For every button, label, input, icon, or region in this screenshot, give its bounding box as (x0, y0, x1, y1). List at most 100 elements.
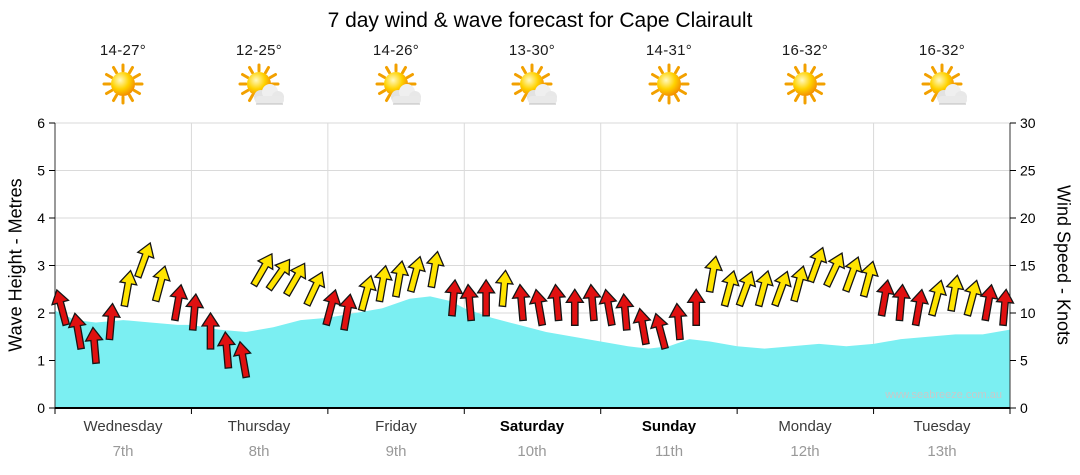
wave-height-area (55, 296, 1010, 408)
day-date: 10th (517, 443, 547, 460)
wind-arrow-yellow (265, 258, 291, 292)
watermark: www.seabreeze.com.au (884, 389, 1002, 401)
weather-icon (55, 62, 191, 110)
day-date: 9th (385, 443, 407, 460)
wind-arrow-yellow (357, 274, 377, 313)
wind-arrow-red (582, 283, 602, 322)
wind-arrow-red (338, 293, 358, 332)
wind-arrow-red (200, 311, 221, 350)
wind-arrow-yellow (406, 255, 426, 294)
wind-arrow-yellow (282, 262, 307, 298)
wind-axis-tick: 30 (1020, 115, 1036, 131)
wave-axis-tick: 0 (37, 400, 45, 416)
wind-arrow-red (891, 283, 912, 322)
wave-axis-tick: 2 (37, 305, 45, 321)
weather-icon (464, 62, 600, 110)
wind-arrow-red (476, 278, 496, 317)
wind-arrow-red (459, 283, 479, 322)
day-header-sunday: 14-31° (601, 42, 737, 110)
wind-arrow-red (528, 288, 548, 327)
day-header-saturday: 13-30° (464, 42, 600, 110)
wave-axis-tick: 3 (37, 258, 45, 274)
day-name: Tuesday (913, 418, 971, 435)
day-header-thursday: 12-25° (191, 42, 327, 110)
x-label-tuesday: Tuesday 13th (874, 418, 1010, 460)
cloud-part (527, 84, 557, 105)
wind-arrow-yellow (945, 274, 965, 313)
wind-arrow-red (686, 288, 706, 326)
day-header-friday: 14-26° (328, 42, 464, 110)
wind-axis-tick: 25 (1020, 163, 1036, 179)
day-header-monday: 16-32° (737, 42, 873, 110)
day-temp: 14-27° (99, 42, 147, 59)
wave-axis-tick: 5 (37, 163, 45, 179)
wind-arrow-yellow (735, 270, 757, 308)
wind-arrow-yellow (425, 250, 445, 289)
day-date: 7th (112, 443, 134, 460)
wind-arrow-red (169, 283, 189, 322)
wind-arrow-red (875, 278, 895, 317)
wind-arrow-yellow (771, 270, 792, 308)
wind-arrow-red (216, 330, 237, 369)
day-date: 13th (927, 443, 957, 460)
wind-arrow-yellow (494, 269, 515, 308)
sun-icon (102, 63, 144, 105)
day-temp: 16-32° (781, 42, 829, 59)
wind-arrow-yellow (720, 269, 740, 308)
wind-arrow-red (649, 312, 669, 351)
wind-arrow-yellow (373, 264, 393, 303)
wind-arrow-red (632, 307, 652, 346)
wind-arrow-red (511, 283, 531, 322)
wind-arrow-red (598, 288, 618, 327)
wind-arrow-red (101, 302, 122, 341)
wind-arrow-red (668, 302, 688, 341)
wind-axis-tick: 10 (1020, 305, 1036, 321)
cloud-part (391, 84, 421, 105)
wind-arrow-yellow (390, 259, 410, 298)
weather-icon (737, 62, 873, 110)
day-name: Monday (778, 418, 832, 435)
day-temp: 16-32° (918, 42, 966, 59)
weather-icon (328, 62, 464, 110)
wind-arrow-yellow (806, 246, 828, 284)
wind-arrow-red (909, 288, 930, 327)
wind-axis-tick: 20 (1020, 210, 1036, 226)
x-label-saturday: Saturday 10th (464, 418, 600, 460)
sun-cloud-icon (375, 63, 421, 105)
day-name: Thursday (227, 418, 291, 435)
x-label-monday: Monday 12th (737, 418, 873, 460)
wind-arrow-yellow (754, 269, 774, 308)
sun-cloud-icon (238, 63, 284, 105)
day-name: Saturday (499, 418, 565, 435)
wind-axis-tick: 0 (1020, 400, 1028, 416)
chart-title: 7 day wind & wave forecast for Cape Clai… (327, 9, 753, 32)
wind-arrow-yellow (703, 255, 724, 294)
wind-arrow-red (546, 283, 567, 322)
wave-axis-tick: 6 (37, 115, 45, 131)
day-date: 12th (790, 443, 820, 460)
day-temp: 12-25° (235, 42, 283, 59)
wind-arrow-red (232, 340, 252, 379)
day-temp: 14-31° (645, 42, 693, 59)
wind-arrow-red (615, 292, 635, 331)
x-label-sunday: Sunday 11th (601, 418, 737, 460)
day-temp: 14-26° (372, 42, 420, 59)
wind-axis-tick: 5 (1020, 353, 1028, 369)
wind-arrow-red (322, 288, 342, 327)
wind-arrow-yellow (118, 269, 138, 308)
x-label-friday: Friday 9th (328, 418, 464, 460)
wind-arrow-yellow (823, 252, 846, 288)
wave-axis-tick: 1 (37, 353, 45, 369)
sun-cloud-icon (511, 63, 557, 105)
wind-arrow-yellow (928, 279, 948, 317)
x-label-thursday: Thursday 8th (191, 418, 327, 460)
wind-arrow-red (995, 288, 1015, 327)
wave-axis-tick: 4 (37, 210, 45, 226)
day-temp: 13-30° (508, 42, 556, 59)
wind-arrow-red (51, 288, 71, 327)
weather-icon (191, 62, 327, 110)
weather-icon (874, 62, 1010, 110)
wind-arrow-yellow (303, 271, 326, 307)
